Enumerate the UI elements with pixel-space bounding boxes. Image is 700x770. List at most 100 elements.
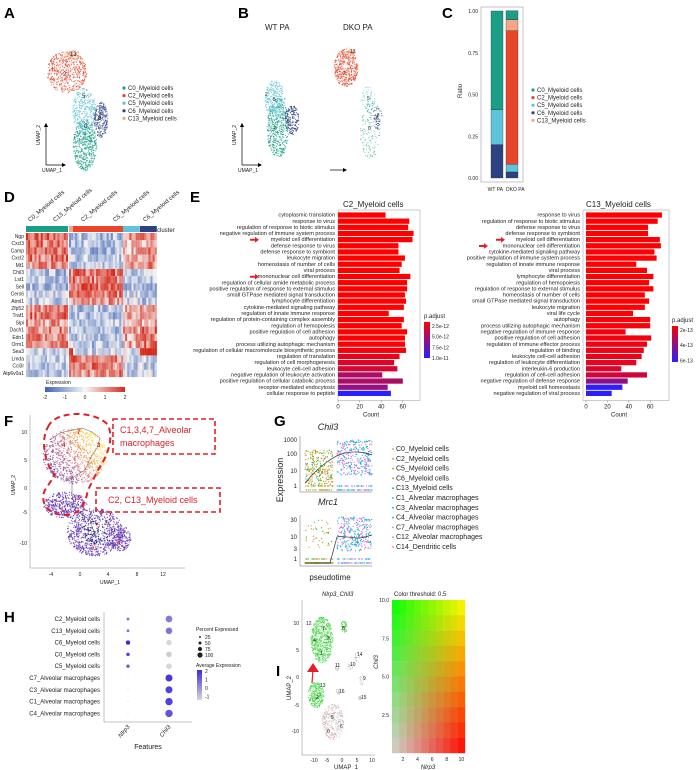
umap-point: [367, 110, 369, 112]
heatmap-cell: [42, 312, 45, 320]
umap-point: [85, 130, 87, 133]
heatmap-cell: [61, 305, 64, 313]
umap-point: [371, 90, 373, 92]
umap-point: [69, 78, 71, 80]
heatmap-cell: [44, 355, 48, 363]
heatmap-cell: [40, 312, 43, 320]
heatmap-cell: [133, 326, 136, 334]
go-term-bar: [338, 384, 388, 390]
heatmap-cell: [36, 341, 39, 349]
heatmap-cell: [44, 333, 48, 342]
umap-point: [79, 146, 81, 148]
umap-point: [287, 114, 289, 116]
heatmap-cell: [98, 254, 101, 262]
umap-point: [54, 79, 56, 81]
heatmap-cell: [127, 319, 130, 327]
heatmap-cell: [152, 240, 155, 248]
heatmap-cell: [38, 269, 41, 277]
umap-point: [356, 74, 358, 76]
heatmap-cell: [98, 290, 101, 298]
heatmap-cell: [108, 240, 111, 248]
umap-point: [70, 55, 72, 57]
heatmap-cell: [152, 355, 155, 363]
heatmap-cell: [47, 333, 50, 342]
umap-point: [372, 125, 374, 127]
umap-point: [369, 105, 371, 106]
heatmap-cell: [63, 348, 66, 356]
heatmap-cell: [30, 333, 33, 342]
legend-tick: -2: [43, 395, 48, 401]
heatmap-cell: [106, 348, 109, 356]
umap-point: [63, 71, 65, 74]
heatmap-cell: [28, 319, 31, 327]
heatmap-cell: [104, 283, 107, 291]
heatmap-cell: [75, 233, 78, 241]
umap-point: [339, 57, 341, 59]
heatmap-cell: [123, 341, 126, 349]
umap-point: [346, 51, 348, 53]
umap-point: [83, 80, 85, 82]
umap-point: [91, 126, 93, 128]
heatmap-cell: [137, 312, 140, 320]
heatmap-cell: [108, 305, 111, 313]
heatmap-cell: [102, 305, 105, 313]
cluster-number-label: 0: [368, 126, 371, 132]
umap-point: [89, 111, 91, 114]
umap-point: [105, 114, 107, 116]
umap-point: [84, 168, 86, 170]
heatmap-cell: [65, 341, 69, 349]
umap-point: [88, 119, 90, 121]
umap-point: [362, 148, 364, 150]
heatmap-cell: [34, 261, 37, 270]
umap-point: [347, 62, 349, 64]
umap-point: [72, 105, 74, 107]
heatmap-cell: [144, 319, 147, 327]
umap-point: [75, 131, 77, 134]
umap-point: [64, 70, 66, 72]
umap-point: [90, 154, 92, 156]
umap-point: [343, 61, 345, 63]
heatmap-cell: [65, 333, 69, 342]
heatmap-cell: [135, 341, 138, 349]
umap-point: [51, 79, 53, 81]
umap-point: [373, 121, 375, 123]
heatmap-cell: [34, 254, 37, 262]
umap-point: [338, 73, 340, 75]
umap-point: [282, 153, 284, 155]
heatmap-cell: [63, 326, 66, 334]
heatmap-cell: [100, 269, 103, 277]
heatmap-cell: [137, 305, 140, 313]
umap-point: [90, 148, 92, 150]
heatmap-cell: [106, 240, 109, 248]
umap-point: [363, 148, 365, 150]
umap-point: [94, 117, 96, 119]
umap-point: [64, 60, 66, 63]
umap-point: [80, 154, 82, 156]
heatmap-cell: [71, 369, 74, 378]
heatmap-cell: [85, 348, 88, 356]
umap-point: [87, 152, 89, 154]
heatmap-cell: [69, 305, 72, 313]
umap-point: [287, 139, 289, 141]
heatmap-cell: [44, 348, 48, 356]
umap-point: [98, 129, 101, 131]
heatmap-cell: [129, 369, 132, 378]
heatmap-cell: [79, 254, 82, 262]
heatmap-cell: [94, 305, 97, 313]
umap-point: [286, 115, 288, 117]
heatmap-cell: [63, 362, 66, 370]
umap-point: [55, 65, 57, 67]
umap-point: [375, 106, 377, 108]
heatmap-cell: [123, 326, 126, 334]
heatmap-cell: [32, 240, 35, 248]
heatmap-cell: [28, 312, 31, 320]
heatmap-cell: [83, 341, 86, 349]
umap-point: [91, 134, 93, 136]
umap-point: [82, 123, 84, 125]
heatmap-cell: [42, 240, 45, 248]
heatmap-cell: [123, 254, 126, 262]
heatmap-cell: [26, 348, 29, 356]
heatmap-cell: [154, 290, 157, 298]
umap-point: [86, 107, 88, 109]
go-term-bar: [586, 304, 645, 310]
